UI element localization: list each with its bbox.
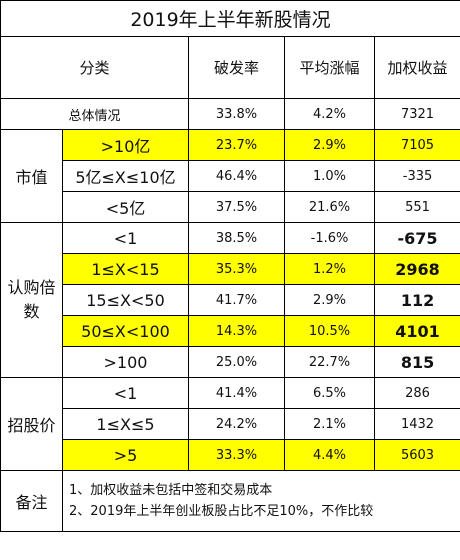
header-weighted-return: 加权收益	[373, 36, 460, 99]
notes-row: 备注 1、加权收益未包括中签和交易成本 2、2019年上半年创业板股占比不足10…	[0, 470, 460, 532]
group-label-offer-price: 招股价	[0, 377, 63, 471]
weighted-return-cell: 7105	[373, 129, 460, 161]
table-row: 15≤X<50 41.7% 2.9% 112	[1, 284, 460, 316]
table-title: 2019年上半年新股情况	[0, 0, 460, 37]
table-row: 认购倍数 <1 38.5% -1.6% -675	[0, 222, 460, 378]
weighted-return-cell: 5603	[373, 439, 460, 471]
break-rate-cell: 41.4%	[188, 377, 285, 409]
row-label: 15≤X<50	[62, 284, 189, 316]
weighted-return-cell: 815	[373, 346, 460, 378]
break-rate-cell: 24.2%	[188, 408, 285, 440]
note-line-2: 2、2019年上半年创业板股占比不足10%，不作比较	[69, 504, 374, 519]
notes-label: 备注	[0, 470, 63, 532]
avg-gain-cell: 2.1%	[284, 408, 375, 440]
break-rate-cell: 23.7%	[188, 129, 285, 161]
row-label: 5亿≤X≤10亿	[62, 160, 189, 192]
avg-gain-cell: -1.6%	[284, 222, 375, 254]
table-row: 市值 >10亿 23.7% 2.9% 7105	[0, 129, 460, 223]
row-label: >5	[62, 439, 189, 471]
row-label: >10亿	[62, 129, 189, 161]
header-avg-gain: 平均涨幅	[284, 36, 375, 99]
table-row: 1≤X≤5 24.2% 2.1% 1432	[1, 408, 460, 440]
overall-weighted-return: 7321	[373, 98, 460, 130]
break-rate-cell: 46.4%	[188, 160, 285, 192]
ipo-summary-table: 2019年上半年新股情况 分类 破发率 平均涨幅 加权收益 总体情况 33.8%…	[0, 0, 460, 532]
note-line-1: 1、加权收益未包括中签和交易成本	[69, 483, 273, 498]
header-break-rate: 破发率	[188, 36, 285, 99]
header-category: 分类	[0, 36, 189, 99]
avg-gain-cell: 1.0%	[284, 160, 375, 192]
avg-gain-cell: 22.7%	[284, 346, 375, 378]
weighted-return-cell: 4101	[373, 315, 460, 347]
group-label-market-cap: 市值	[0, 129, 63, 223]
weighted-return-cell: 1432	[373, 408, 460, 440]
break-rate-cell: 41.7%	[188, 284, 285, 316]
overall-label: 总体情况	[0, 98, 189, 130]
avg-gain-cell: 21.6%	[284, 191, 375, 223]
overall-row: 总体情况 33.8% 4.2% 7321	[0, 98, 460, 130]
row-label: >100	[62, 346, 189, 378]
break-rate-cell: 25.0%	[188, 346, 285, 378]
avg-gain-cell: 2.9%	[284, 284, 375, 316]
row-label: 50≤X<100	[62, 315, 189, 347]
overall-break-rate: 33.8%	[188, 98, 285, 130]
avg-gain-cell: 6.5%	[284, 377, 375, 409]
table-row: >100 25.0% 22.7% 815	[1, 346, 460, 378]
break-rate-cell: 35.3%	[188, 253, 285, 285]
row-label: <5亿	[62, 191, 189, 223]
table-row: 1≤X<15 35.3% 1.2% 2968	[1, 253, 460, 285]
weighted-return-cell: 551	[373, 191, 460, 223]
row-label: <1	[62, 377, 189, 409]
row-label: 1≤X<15	[62, 253, 189, 285]
title-row: 2019年上半年新股情况	[0, 0, 460, 37]
break-rate-cell: 38.5%	[188, 222, 285, 254]
table-row: 50≤X<100 14.3% 10.5% 4101	[1, 315, 460, 347]
row-label: 1≤X≤5	[62, 408, 189, 440]
row-label: <1	[62, 222, 189, 254]
header-row: 分类 破发率 平均涨幅 加权收益	[0, 36, 460, 99]
weighted-return-cell: -335	[373, 160, 460, 192]
table-row: >5 33.3% 4.4% 5603	[1, 439, 460, 471]
weighted-return-cell: 2968	[373, 253, 460, 285]
group-label-subscription: 认购倍数	[0, 222, 63, 378]
break-rate-cell: 33.3%	[188, 439, 285, 471]
avg-gain-cell: 1.2%	[284, 253, 375, 285]
table-row: 招股价 <1 41.4% 6.5% 286	[0, 377, 460, 471]
notes-content: 1、加权收益未包括中签和交易成本 2、2019年上半年创业板股占比不足10%，不…	[61, 470, 460, 532]
overall-avg-gain: 4.2%	[284, 98, 375, 130]
avg-gain-cell: 2.9%	[284, 129, 375, 161]
table-row: 5亿≤X≤10亿 46.4% 1.0% -335	[1, 160, 460, 192]
avg-gain-cell: 4.4%	[284, 439, 375, 471]
avg-gain-cell: 10.5%	[284, 315, 375, 347]
weighted-return-cell: 286	[373, 377, 460, 409]
table-row: <5亿 37.5% 21.6% 551	[1, 191, 460, 223]
weighted-return-cell: -675	[373, 222, 460, 254]
break-rate-cell: 14.3%	[188, 315, 285, 347]
weighted-return-cell: 112	[373, 284, 460, 316]
break-rate-cell: 37.5%	[188, 191, 285, 223]
